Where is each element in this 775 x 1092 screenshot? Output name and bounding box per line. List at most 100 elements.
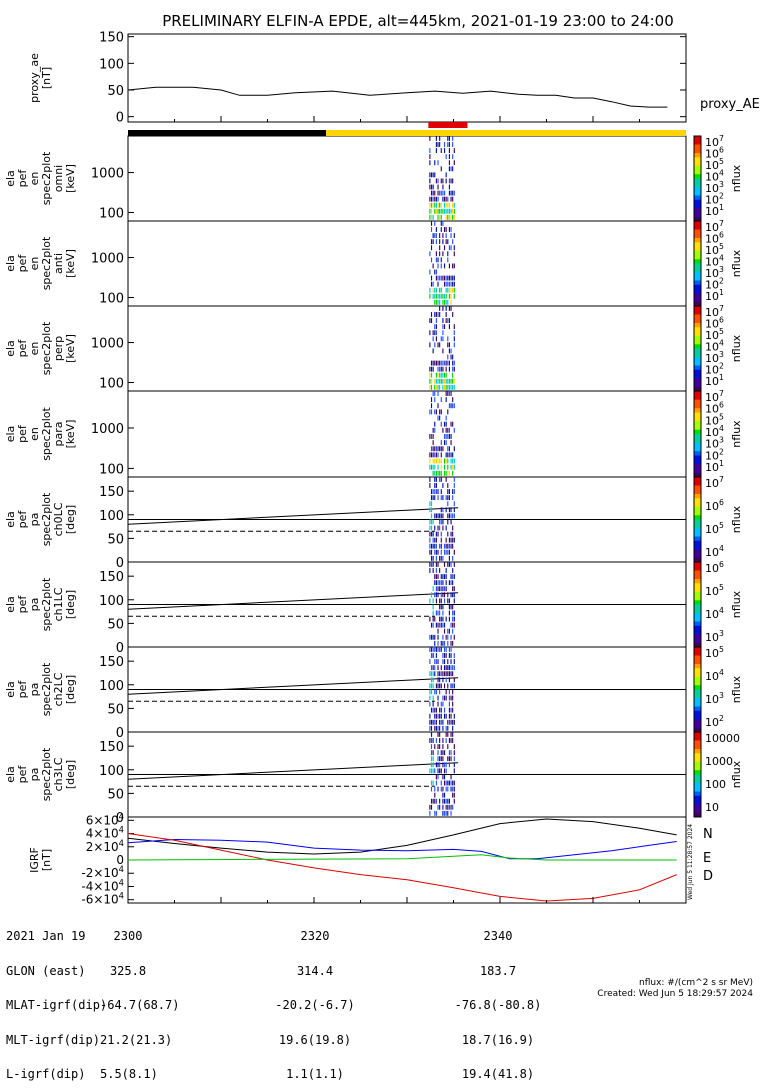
- colorbar-segment: [694, 808, 701, 814]
- spectrogram-cell: [442, 762, 444, 768]
- y-tick-label: 100: [99, 462, 124, 477]
- spectrogram-cell: [435, 537, 437, 543]
- spectrogram-cell: [442, 348, 444, 354]
- spectrogram-cell: [435, 531, 437, 537]
- spectrogram-cell: [432, 239, 434, 245]
- spectrogram-cell: [443, 543, 446, 549]
- colorbar-segment: [694, 468, 701, 474]
- spectrogram-cell: [445, 768, 447, 774]
- spectrogram-cell: [430, 671, 433, 677]
- spectrogram-cell: [435, 136, 437, 141]
- spectrogram-cell: [437, 489, 439, 494]
- spectrogram-cell: [450, 543, 452, 549]
- spectrogram-cell: [445, 549, 447, 555]
- panel-7: ela pef pa spec2plot ch2LC [deg] 150 100 50 0 105 1…: [4, 645, 743, 741]
- spectrogram-cell: [450, 732, 452, 737]
- spectrogram-cell: [442, 555, 444, 561]
- colorbar-label: nflux: [730, 420, 743, 448]
- spectrogram-cell: [434, 786, 436, 792]
- spectrogram-cell: [432, 366, 434, 372]
- y-label-line: pef: [16, 765, 29, 784]
- spectrogram-cell: [450, 653, 452, 658]
- colorbar-tick-label: 104: [705, 668, 724, 683]
- spectrogram-cell: [430, 750, 433, 756]
- spectrogram-cell: [452, 786, 454, 792]
- spectrogram-cell: [452, 154, 454, 160]
- spectrogram-cell: [453, 489, 455, 494]
- colorbar-segment: [694, 272, 701, 277]
- spectrogram-cell: [439, 713, 441, 719]
- spectrogram-cell: [439, 208, 441, 214]
- y-label-line: [deg]: [64, 760, 77, 789]
- spectrogram-cell: [440, 555, 442, 561]
- colorbar-segment: [694, 638, 701, 644]
- spectrogram-cell: [452, 707, 454, 713]
- spectrogram-cell: [435, 574, 437, 579]
- spectrogram-cell: [442, 318, 444, 323]
- spectrogram-cell: [439, 275, 441, 281]
- spectrogram-cell: [435, 360, 437, 366]
- colorbar-segment: [694, 549, 701, 554]
- spectrogram-cell: [448, 713, 450, 719]
- spectrogram-cell: [445, 384, 447, 390]
- spectrogram-cell: [448, 318, 450, 323]
- spectrogram-cell: [445, 293, 447, 299]
- spectrogram-cell: [439, 543, 441, 549]
- colorbar-segment: [694, 191, 701, 196]
- spectrogram-cell: [453, 233, 455, 238]
- spectrogram-cell: [435, 227, 437, 232]
- spectrogram-cell: [435, 446, 437, 452]
- colorbar-label: nflux: [730, 505, 743, 533]
- footer-time: 2320: [300, 929, 330, 943]
- spectrogram-cell: [452, 513, 454, 519]
- spectrogram-cell: [439, 677, 441, 683]
- spectrogram-cell: [437, 574, 439, 579]
- spectrogram-cell: [452, 671, 454, 677]
- spectrogram-cell: [439, 342, 441, 348]
- spectrogram-cell: [453, 768, 455, 774]
- spectrogram-cell: [443, 190, 446, 196]
- spectrogram-cell: [439, 604, 441, 610]
- spectrogram-cell: [434, 634, 436, 640]
- spectrogram-cell: [447, 634, 449, 640]
- spectrogram-cell: [439, 616, 441, 622]
- colorbar-segment: [694, 706, 701, 712]
- spectrogram-cell: [439, 299, 441, 305]
- colorbar-segment: [694, 587, 701, 593]
- y-label-line: ela: [4, 340, 17, 357]
- spectrogram-cell: [430, 592, 433, 598]
- spectrogram-cell: [445, 732, 447, 737]
- spectrogram-cell: [434, 470, 436, 476]
- spectrogram-cell: [448, 762, 450, 768]
- spectrogram-cell: [430, 409, 433, 415]
- spectrogram-cell: [435, 774, 437, 780]
- spectrogram-cell: [447, 495, 449, 501]
- spectrogram-cell: [429, 366, 431, 372]
- sunlight-bar: [326, 130, 686, 136]
- spectrogram-cell: [452, 178, 454, 184]
- spectrogram-cell: [445, 677, 447, 683]
- colorbar-segment: [694, 761, 701, 767]
- spectrogram-cell: [432, 391, 434, 396]
- colorbar-segment: [694, 791, 701, 797]
- spectrogram-cell: [448, 384, 450, 390]
- spectrogram-cell: [435, 299, 437, 305]
- spectrogram-cell: [447, 446, 449, 452]
- spectrogram-cell: [430, 318, 433, 323]
- colorbar-segment: [694, 591, 701, 597]
- spectrogram-cell: [435, 707, 437, 713]
- spectrogram-cell: [447, 299, 449, 305]
- spectrogram-cell: [448, 293, 450, 299]
- spectrogram-cell: [432, 190, 434, 196]
- spectrogram-cell: [442, 659, 444, 664]
- spectrogram-cell: [452, 470, 454, 476]
- spectrogram-cell: [448, 750, 450, 756]
- spectrogram-cell: [447, 239, 449, 245]
- spectrogram-cell: [429, 148, 431, 153]
- y-tick-label: 150: [99, 740, 124, 755]
- y-label-line: omni: [52, 165, 65, 192]
- spectrogram-cell: [447, 780, 449, 786]
- spectrogram-cell: [448, 707, 450, 713]
- colorbar-segment: [694, 685, 701, 690]
- spectrogram-cell: [430, 184, 433, 190]
